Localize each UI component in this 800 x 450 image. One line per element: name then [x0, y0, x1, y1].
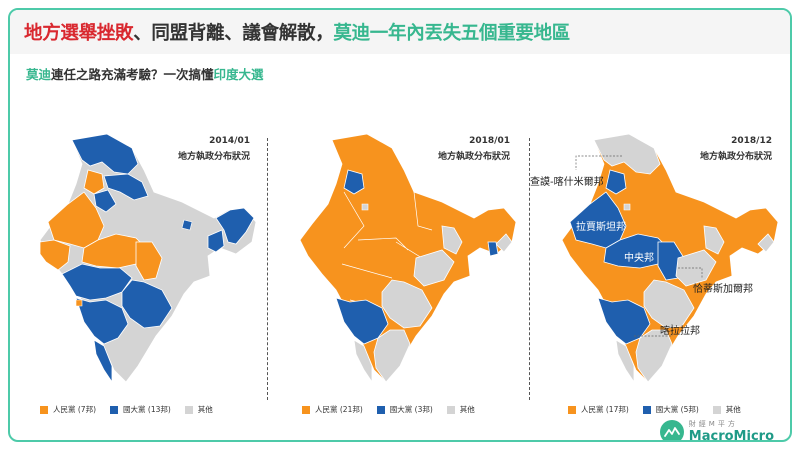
- legend-swatch-bjp: [302, 405, 310, 414]
- region-inc-kerala: [93, 339, 113, 384]
- legend-swatch-other: [184, 405, 193, 414]
- region-other-tn: [373, 329, 411, 383]
- title-bar: 地方選舉挫敗 、同盟背離、議會解散， 莫迪一年內丟失五個重要地區: [10, 10, 790, 54]
- region-other-delhi: [623, 203, 631, 211]
- legend-swatch-other: [446, 405, 455, 414]
- legend-swatch-bjp: [568, 405, 576, 414]
- callout-kashmir: 查謨-喀什米爾邦: [530, 177, 604, 188]
- macromicro-logo: 財經M平方 MacroMicro: [659, 420, 774, 442]
- legend-label-bjp: 人民黨 (17邦): [581, 405, 629, 414]
- legend-label-bjp: 人民黨 (21邦): [315, 405, 363, 414]
- panel-2-legend: 人民黨 (21邦) 國大黨 (3邦) 其他: [302, 404, 489, 415]
- region-inc-punjab: [605, 169, 627, 195]
- panel-1-caption: 地方執政分布狀況: [177, 152, 250, 162]
- subtitle-middle: 連任之路充滿考驗？一次搞懂: [51, 67, 214, 82]
- legend-swatch-bjp: [40, 405, 48, 414]
- region-other-andhra: [643, 279, 695, 329]
- region-inc-small: [181, 219, 193, 231]
- callout-mp: 中央邦: [624, 253, 654, 264]
- title-red: 地方選舉挫敗: [24, 23, 134, 44]
- region-inc-ne: [487, 241, 499, 257]
- region-other-bengal: [703, 225, 725, 255]
- panel-separator-1: [267, 138, 268, 400]
- legend-label-inc: 國大黨 (3邦): [389, 405, 433, 414]
- panel-2-date: 2018/01: [469, 136, 510, 146]
- region-inc-himachal: [103, 173, 149, 201]
- legend-label-inc: 國大黨 (13邦): [123, 405, 171, 414]
- legend-label-inc: 國大黨 (5邦): [655, 405, 699, 414]
- region-inc-haryana: [93, 189, 117, 213]
- region-inc-karnataka: [75, 297, 129, 345]
- title-middle: 、同盟背離、議會解散，: [133, 23, 334, 44]
- subtitle-election: 印度大選: [213, 67, 264, 82]
- legend-label-bjp: 人民黨 (7邦): [53, 405, 97, 414]
- region-other-ne: [757, 233, 775, 253]
- panel-1-legend: 人民黨 (7邦) 國大黨 (13邦) 其他: [40, 404, 227, 415]
- legend-other: 其他: [184, 404, 213, 415]
- region-other-delhi: [361, 203, 369, 211]
- map-india-2018-01: [299, 133, 517, 384]
- region-inc-karnataka: [335, 297, 389, 345]
- region-bjp-chhattisgarh: [135, 241, 163, 281]
- callout-chhattisgarh: 恰蒂斯加爾邦: [693, 284, 753, 295]
- region-bjp-goa: [75, 299, 83, 307]
- region-inc-karnataka: [597, 297, 651, 345]
- macromicro-logo-icon: [659, 420, 684, 440]
- map-india-2018-12: [561, 133, 779, 384]
- region-bjp-punjab: [83, 169, 105, 195]
- legend-other: 其他: [712, 404, 741, 415]
- panel-separator-2: [529, 138, 530, 400]
- legend-bjp: 人民黨 (21邦): [302, 404, 363, 415]
- legend-swatch-inc: [110, 405, 119, 414]
- legend-inc: 國大黨 (5邦): [642, 404, 699, 415]
- region-other-kerala: [615, 339, 635, 384]
- callout-rajasthan: 拉賈斯坦邦: [576, 222, 626, 233]
- region-bjp-gujarat: [39, 239, 71, 271]
- callout-line-kashmir: [575, 155, 622, 170]
- region-inc-northeast-2: [207, 229, 225, 253]
- region-inc-rajasthan: [569, 191, 627, 249]
- subtitle: 莫迪連任之路充滿考驗？一次搞懂印度大選: [26, 64, 264, 83]
- callout-line-kerala: [634, 324, 673, 337]
- legend-bjp: 人民黨 (7邦): [40, 404, 96, 415]
- region-other-tn: [635, 329, 673, 383]
- region-bjp-rajasthan: [47, 191, 105, 249]
- legend-other: 其他: [446, 404, 475, 415]
- legend-swatch-inc: [642, 405, 651, 414]
- legend-swatch-other: [712, 405, 721, 414]
- legend-swatch-inc: [376, 405, 385, 414]
- panel-3-legend: 人民黨 (17邦) 國大黨 (5邦) 其他: [568, 404, 755, 415]
- logo-english-text: MacroMicro: [688, 429, 774, 442]
- map-india-2014: [39, 133, 257, 384]
- subtitle-modi: 莫迪: [26, 67, 52, 82]
- legend-bjp: 人民黨 (17邦): [568, 404, 629, 415]
- region-other-andhra: [381, 279, 433, 329]
- region-other-bengal: [441, 225, 463, 255]
- legend-label-other: 其他: [197, 405, 213, 414]
- legend-inc: 國大黨 (13邦): [110, 404, 171, 415]
- region-other-kerala: [353, 339, 373, 384]
- panel-1-date: 2014/01: [209, 136, 250, 146]
- infographic-frame: 地方選舉挫敗 、同盟背離、議會解散， 莫迪一年內丟失五個重要地區 莫迪連任之路充…: [8, 8, 792, 442]
- legend-label-other: 其他: [725, 405, 741, 414]
- legend-inc: 國大黨 (3邦): [376, 404, 433, 415]
- region-other-odisha: [413, 249, 455, 287]
- region-other-ne: [495, 233, 513, 253]
- callout-line-chhattisgarh: [678, 267, 703, 278]
- region-inc-jk: [71, 133, 139, 175]
- panel-2-caption: 地方執政分布狀況: [437, 152, 510, 162]
- panel-3-caption: 地方執政分布狀況: [699, 152, 772, 162]
- logo-chinese-text: 財經M平方: [688, 420, 738, 428]
- title-green: 莫迪一年內丟失五個重要地區: [333, 23, 571, 44]
- region-other-jk: [593, 133, 661, 175]
- legend-label-other: 其他: [459, 405, 475, 414]
- region-inc-northeast: [215, 207, 255, 245]
- callout-karnataka: 喀拉拉邦: [660, 326, 700, 337]
- region-inc-punjab: [343, 169, 365, 195]
- region-inc-andhra: [121, 279, 173, 329]
- panel-3-date: 2018/12: [731, 136, 772, 146]
